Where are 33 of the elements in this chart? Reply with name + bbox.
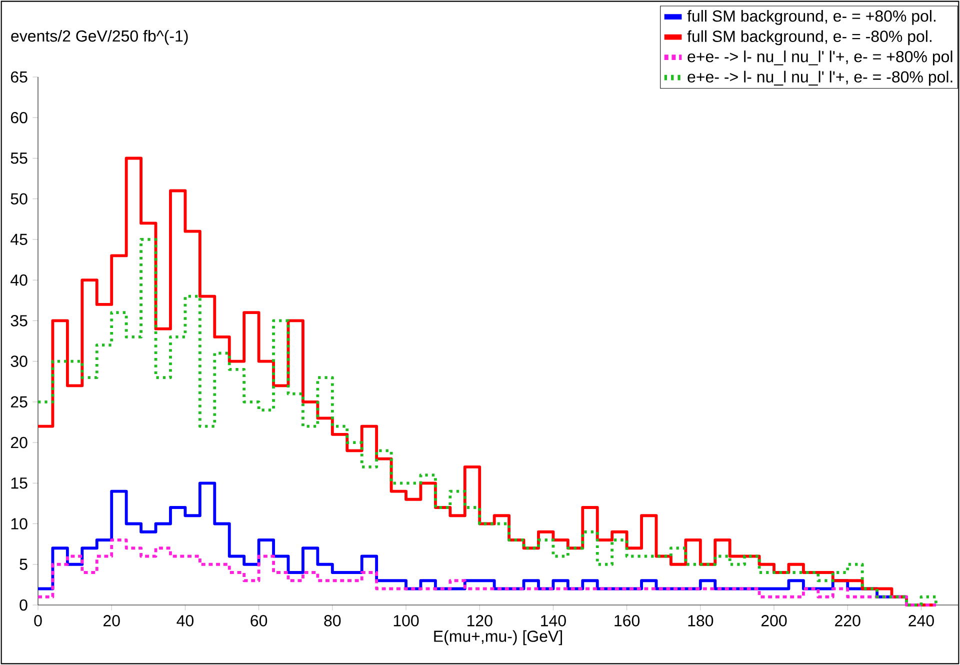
x-tick-label: 80: [324, 615, 341, 626]
y-tick-label: 65: [10, 71, 28, 83]
y-tick-label: 40: [10, 274, 28, 286]
y-tick-label: 45: [10, 234, 28, 246]
legend-label: e+e- -> l- nu_l nu_l' l'+, e- = +80% pol: [688, 50, 952, 66]
y-axis-title: events/2 GeV/250 fb^(-1): [11, 30, 188, 45]
x-tick-label: 40: [176, 615, 194, 626]
x-tick-label: 220: [835, 615, 860, 626]
legend-label: full SM background, e- = -80% pol.: [687, 30, 932, 46]
x-tick-label: 240: [908, 615, 934, 626]
y-tick-label: 55: [10, 152, 28, 164]
legend-label: e+e- -> l- nu_l nu_l' l'+, e- = -80% pol.: [688, 70, 952, 86]
x-tick-label: 0: [34, 615, 42, 626]
x-axis-title: E(mu+,mu-) [GeV]: [434, 630, 562, 646]
x-tick-label: 100: [394, 615, 419, 626]
y-tick-label: 20: [10, 436, 28, 448]
y-tick-label: 10: [11, 518, 28, 530]
y-tick-label: 50: [10, 193, 28, 205]
x-tick-label: 20: [104, 615, 120, 626]
x-tick-label: 60: [250, 615, 268, 626]
x-tick-label: 160: [614, 615, 640, 626]
x-tick-label: 180: [688, 615, 714, 626]
y-tick-label: 0: [20, 599, 28, 611]
y-tick-label: 60: [10, 112, 28, 124]
y-tick-label: 5: [20, 558, 28, 570]
x-tick-label: 140: [541, 615, 566, 626]
x-tick-label: 200: [761, 615, 787, 626]
y-tick-label: 35: [10, 315, 28, 326]
x-tick-label: 120: [467, 615, 492, 626]
y-tick-label: 15: [11, 478, 28, 489]
y-tick-label: 30: [10, 356, 28, 367]
y-tick-label: 25: [10, 396, 28, 408]
legend-label: full SM background, e- = +80% pol.: [687, 10, 936, 25]
